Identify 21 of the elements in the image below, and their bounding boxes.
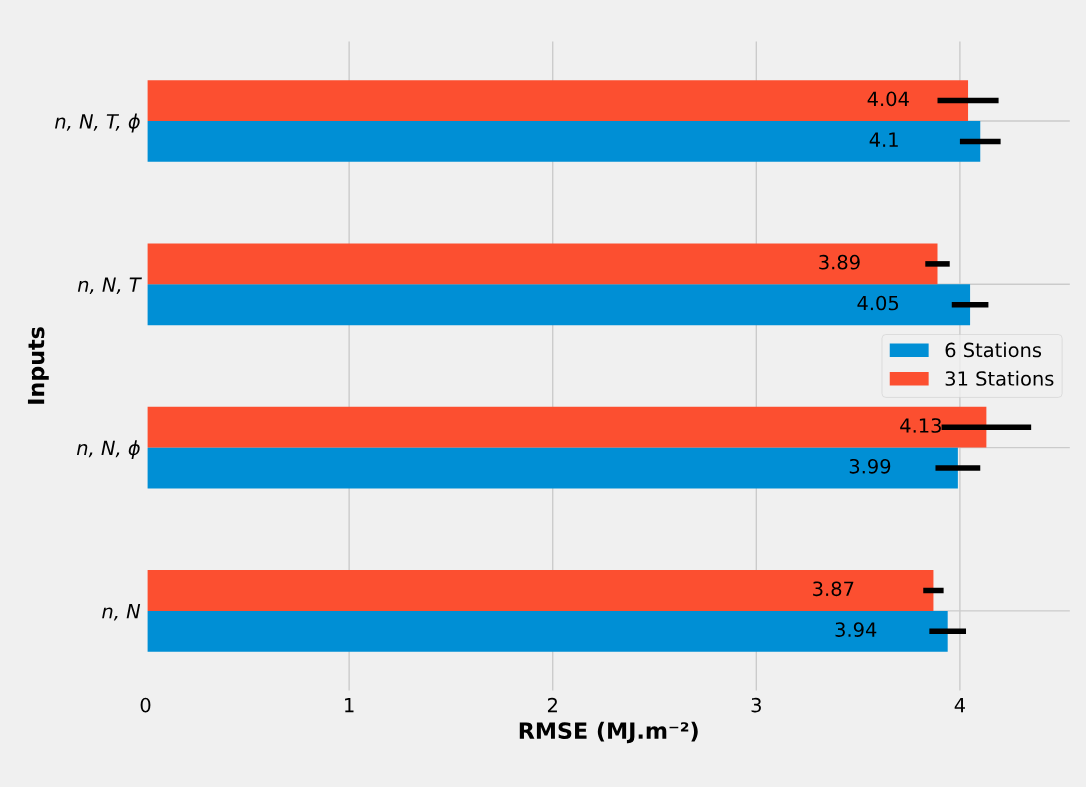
legend-label: 6 Stations — [945, 342, 1042, 358]
data-label: 4.1 — [869, 132, 898, 147]
data-label: 4.05 — [857, 295, 899, 311]
data-label: 3.89 — [819, 254, 860, 270]
data-label: 3.99 — [849, 458, 891, 474]
data-label: 3.87 — [813, 581, 854, 597]
x-tick-label: 2 — [547, 697, 557, 713]
x-tick-label: 1 — [345, 698, 354, 713]
y-tick-label: n, N, T, ϕ — [55, 113, 140, 133]
data-label: 4.13 — [900, 418, 941, 433]
y-tick-label: n, N, T — [77, 277, 142, 294]
data-label: 4.04 — [867, 91, 909, 107]
y-tick-label: n, N, ϕ — [76, 440, 140, 460]
y-tick-label: n, N — [102, 604, 141, 621]
x-axis-title: RMSE (MJ.m⁻²) — [519, 721, 698, 744]
legend-label: 31 Stations — [945, 370, 1054, 386]
x-tick-label: 0 — [140, 697, 151, 713]
x-tick-label: 4 — [954, 698, 965, 713]
x-tick-label: 3 — [751, 697, 761, 713]
data-label: 3.94 — [835, 622, 877, 637]
y-axis-title: Inputs — [27, 327, 49, 404]
